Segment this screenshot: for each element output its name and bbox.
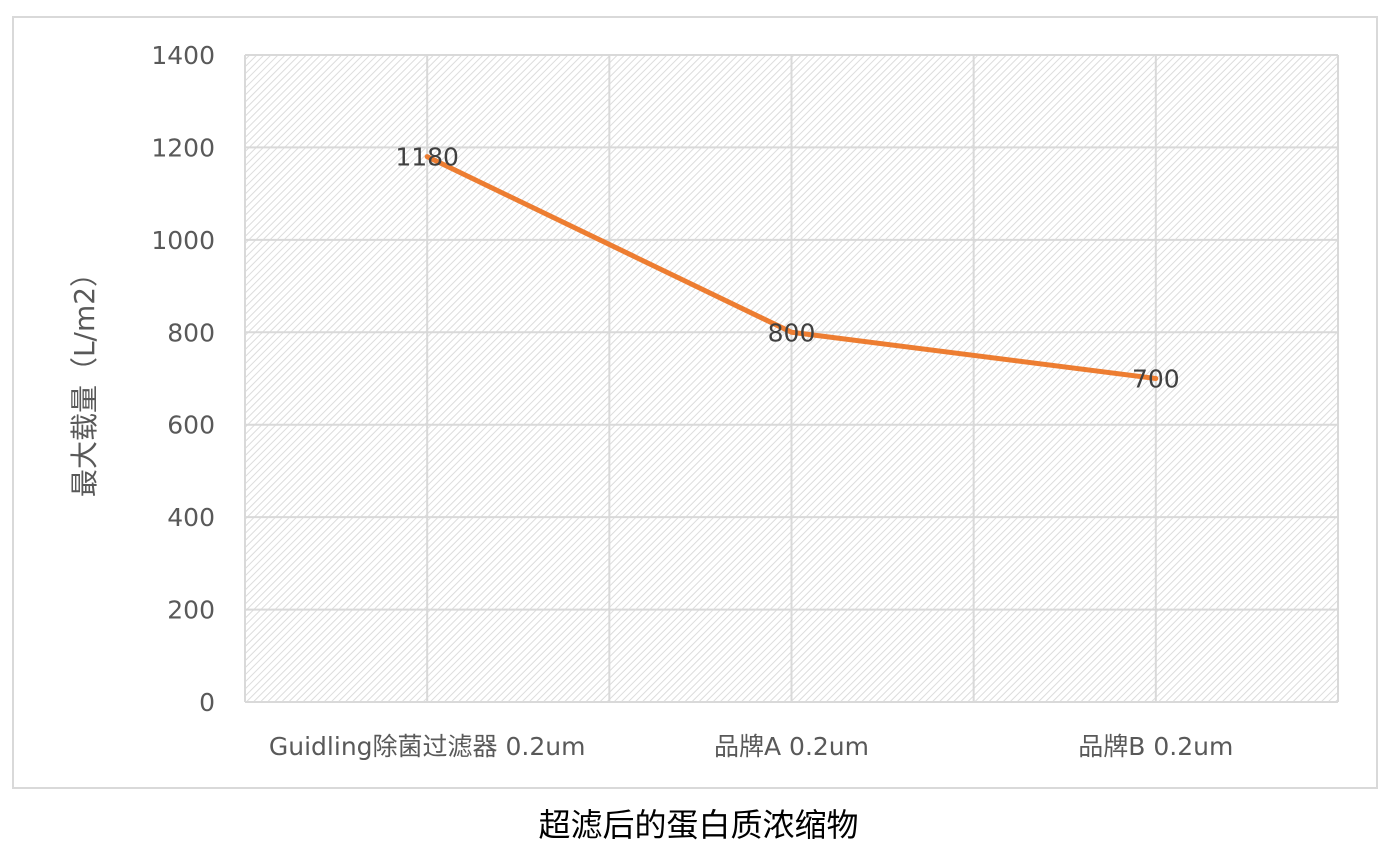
y-tick-label: 1200 bbox=[151, 133, 215, 162]
y-tick-label: 1400 bbox=[151, 41, 215, 70]
y-tick-label: 400 bbox=[167, 503, 215, 532]
y-tick-label: 600 bbox=[167, 411, 215, 440]
data-label: 700 bbox=[1132, 365, 1180, 394]
series-layer bbox=[424, 154, 1159, 381]
x-tick-labels: Guidling除菌过滤器 0.2um 品牌A 0.2um 品牌B 0.2um bbox=[269, 732, 1233, 761]
y-tick-labels: 0 200 400 600 800 1000 1200 1400 bbox=[151, 41, 215, 717]
y-tick-label: 200 bbox=[167, 596, 215, 625]
x-tick-label: Guidling除菌过滤器 0.2um bbox=[269, 732, 586, 761]
y-tick-label: 800 bbox=[167, 318, 215, 347]
figure-caption: 超滤后的蛋白质浓缩物 bbox=[538, 806, 859, 844]
x-tick-label: 品牌B 0.2um bbox=[1078, 732, 1233, 761]
series-line bbox=[424, 154, 1159, 381]
y-tick-label: 0 bbox=[199, 688, 215, 717]
data-label: 1180 bbox=[395, 143, 459, 172]
y-tick-label: 1000 bbox=[151, 226, 215, 255]
y-axis-label: 最大载量（L/m2） bbox=[68, 259, 101, 497]
data-labels: 1180 800 700 bbox=[395, 143, 1179, 394]
data-label: 800 bbox=[768, 318, 816, 347]
gridlines bbox=[244, 54, 1339, 703]
x-tick-label: 品牌A 0.2um bbox=[714, 732, 869, 761]
